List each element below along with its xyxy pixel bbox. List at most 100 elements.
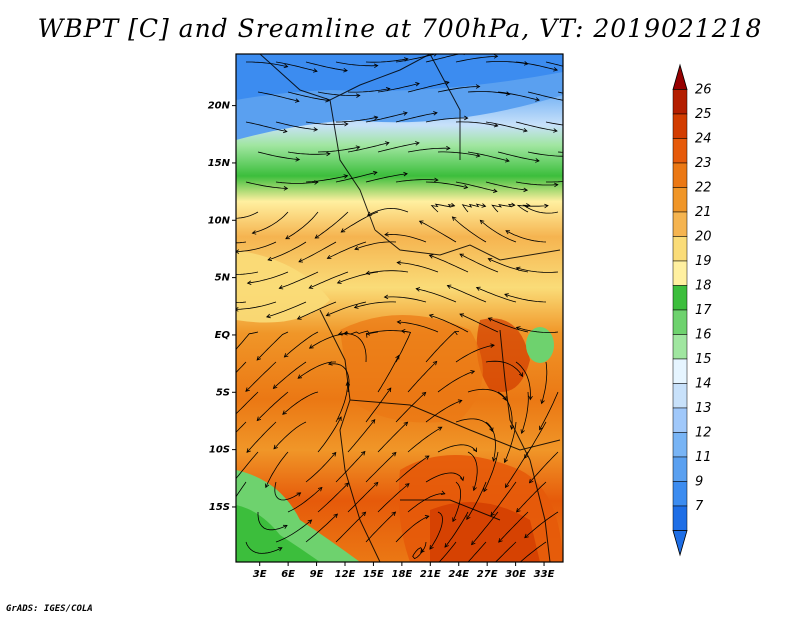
streamline-arrow [492,188,498,193]
streamline-arrow [325,97,330,103]
streamline-arrow [503,458,508,464]
streamline-arrow [596,96,600,100]
streamline [365,58,408,63]
streamline [275,121,318,131]
streamline [467,151,510,162]
colorbar-segment [672,162,688,188]
streamline-arrow [471,540,476,546]
streamline [430,203,455,213]
streamline [425,54,461,63]
streamline [377,421,408,453]
streamline [236,241,247,244]
streamline-arrow [554,182,559,188]
streamline [516,204,549,213]
streamline [488,258,529,273]
streamline-arrow [451,216,457,221]
streamline-arrow [355,145,361,150]
streamline-arrow [493,54,499,59]
wbpt-shaded-field [236,54,563,562]
streamline-arrow [475,153,481,158]
streamline [452,481,462,522]
streamline-arrow [236,307,239,312]
streamline [275,61,318,72]
lat-tick-label: 15N [208,158,231,169]
streamline-arrow [373,115,379,121]
streamline [395,330,412,363]
streamline-arrow [481,203,487,208]
streamline-arrow [343,67,348,73]
colorbar-segment [672,407,688,433]
streamline [236,241,277,252]
streamline-arrow [372,170,378,176]
streamline [377,142,420,153]
streamline-arrow [444,80,450,86]
streamline-arrow [283,186,289,191]
streamline-arrow [457,399,463,404]
streamline [257,91,299,102]
streamline [471,511,499,545]
streamline-arrow [583,69,587,73]
streamline-arrow [584,125,588,129]
streamline [279,271,319,289]
streamline-arrow [264,483,270,489]
streamline [366,270,409,274]
streamline-arrow [354,246,359,251]
lat-tick-label: 10N [208,215,231,226]
streamline [419,220,457,243]
streamline [437,370,475,393]
colorbar-segment [672,334,688,360]
streamline [305,513,338,543]
streamline [384,296,427,303]
streamline-arrow [516,508,521,513]
streamline [287,151,330,155]
streamline-arrow [204,298,208,302]
streamline-arrow [459,253,464,258]
streamline [490,481,517,516]
streamline-arrow [396,260,401,265]
streamline-arrow [223,513,226,517]
streamline [377,83,420,93]
lon-tick-label: 15E [363,569,384,580]
streamline-arrow [487,258,493,263]
streamline [557,151,563,153]
colorbar-segment [672,505,688,531]
streamline [317,91,360,96]
streamline-arrow [383,294,389,300]
streamline [521,391,529,434]
streamline [461,203,486,213]
streamline [395,54,437,63]
streamline-arrow [231,481,235,485]
streamline [504,293,547,303]
colorbar-segment [672,211,688,237]
streamline-arrow [523,187,529,193]
streamline-arrow [428,254,434,259]
streamline [546,181,563,183]
colorbar-label: 26 [695,83,712,98]
streamline-arrow [295,157,301,162]
lat-tick-label: 5N [215,273,231,284]
streamline-arrow [584,177,588,181]
streamline-arrow [325,312,331,317]
colorbar-label: 17 [695,303,712,318]
streamline-arrow [246,448,251,453]
streamline-arrow [520,429,525,434]
streamline-arrow [452,517,457,523]
streamline-arrow [317,486,323,492]
streamline-arrow [490,343,495,348]
streamline-arrow [498,538,503,543]
streamline-arrow [437,426,443,431]
streamline [416,288,457,303]
streamline-arrow [432,360,438,366]
streamline-arrow [340,228,346,233]
streamline [236,421,247,433]
colorbar-label: 25 [695,107,712,122]
streamline-arrow [403,111,408,116]
streamline [267,241,307,261]
streamline-arrow [418,220,424,225]
streamline-arrow [535,158,540,163]
streamline-arrow [464,115,469,121]
streamline [522,204,559,214]
streamline [257,151,300,160]
colorbar: 26 25 24 23 22 21 20 19 18 17 16 15 14 13 12 11 9 7 [672,63,712,557]
streamline-arrow [433,54,438,57]
